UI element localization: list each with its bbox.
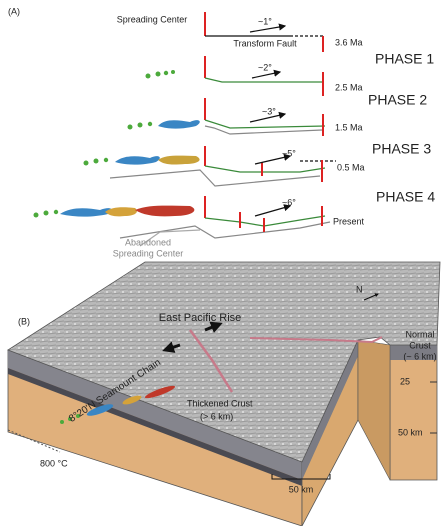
crust-label: (~ 6 km) [403,351,436,361]
transform-fault-label: Transform Fault [233,38,297,48]
plate-sketch [128,98,326,136]
panel-a: (A) Spreading Center Transform Fault [8,6,435,258]
depth-label: 25 [400,376,410,386]
rotation-angle: ~3° [262,106,276,116]
abandoned-label: Spreading Center [113,248,184,258]
figure: (A) Spreading Center Transform Fault [0,0,448,526]
phase-label: PHASE 1 [375,51,434,67]
panel-label: (A) [8,6,20,16]
age-label: 2.5 Ma [335,82,363,92]
ridge-label: East Pacific Rise [159,312,242,324]
phase-label: PHASE 2 [368,92,427,108]
scale-label: 50 km [289,484,314,494]
rotation-angle: ~2° [258,62,272,72]
isotherm-label: 800 °C [40,458,68,468]
age-label: Present [333,216,365,226]
abandoned-label: Abandoned [125,237,171,247]
age-label: 3.6 Ma [335,37,363,47]
age-label: 1.5 Ma [335,122,363,132]
rotation-angle: ~1° [258,16,272,26]
panel-b: (B) N East Pa [8,262,440,526]
crust-label: (> 6 km) [200,411,233,421]
north-label: N [356,284,363,294]
crust-label: Crust [409,340,431,350]
phase-label: PHASE 4 [376,189,435,205]
panel-label: (B) [18,316,30,326]
phase-label: PHASE 3 [372,141,431,157]
plate-sketch [84,146,337,186]
age-label: 0.5 Ma [337,162,365,172]
plate-sketch [146,56,324,96]
crust-label: Thickened Crust [187,398,253,408]
rotation-angle: ~5° [282,148,296,158]
depth-label: 50 km [398,427,423,437]
rotation-angle: ~6° [282,197,296,207]
spreading-center-label: Spreading Center [117,14,188,24]
crust-label: Normal [405,329,434,339]
